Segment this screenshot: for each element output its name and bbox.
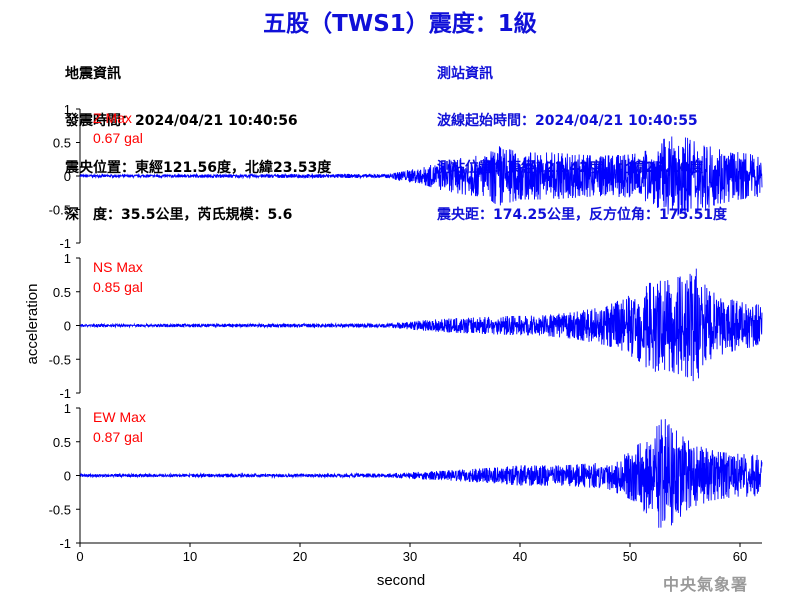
y-tick-label-ns: -1 xyxy=(59,386,71,401)
x-tick-label: 20 xyxy=(293,549,307,564)
y-tick-label-z: 0 xyxy=(64,169,71,184)
distance-azimuth: 震央距：174.25公里，反方位角：175.51度 xyxy=(437,206,728,223)
y-tick-label-z: -0.5 xyxy=(49,203,71,218)
x-tick-label: 10 xyxy=(183,549,197,564)
peak-label-z: Z Max xyxy=(93,110,132,126)
waveform-z xyxy=(79,136,763,216)
x-tick-label: 50 xyxy=(623,549,637,564)
x-axis-label: second xyxy=(377,572,425,589)
y-tick-label-ns: 0.5 xyxy=(53,285,71,300)
wave-start-time: 波線起始時間：2024/04/21 10:40:55 xyxy=(437,112,698,129)
y-tick-label-z: 1 xyxy=(64,102,71,117)
chart-title: 五股（TWS1）震度：1級 xyxy=(263,11,537,37)
peak-value-ew: 0.87 gal xyxy=(93,429,143,445)
peak-label-ew: EW Max xyxy=(93,409,146,425)
y-tick-label-ew: 0.5 xyxy=(53,435,71,450)
y-tick-label-z: 0.5 xyxy=(53,136,71,151)
origin-time: 發震時間：2024/04/21 10:40:56 xyxy=(65,112,298,129)
y-tick-label-ew: 1 xyxy=(64,401,71,416)
y-tick-label-ns: 1 xyxy=(64,251,71,266)
y-tick-label-z: -1 xyxy=(59,236,71,251)
agency-watermark: 中央氣象署 xyxy=(662,575,748,594)
waveform-ew xyxy=(79,419,763,528)
peak-value-z: 0.67 gal xyxy=(93,130,143,146)
peak-value-ns: 0.85 gal xyxy=(93,279,143,295)
x-tick-label: 60 xyxy=(733,549,747,564)
y-tick-label-ew: -1 xyxy=(59,536,71,551)
y-tick-label-ew: 0 xyxy=(64,469,71,484)
y-axis-label: acceleration xyxy=(24,284,41,365)
epicenter-location: 震央位置：東經121.56度，北緯23.53度 xyxy=(65,159,332,176)
x-tick-label: 0 xyxy=(76,549,83,564)
y-tick-label-ns: -0.5 xyxy=(49,352,71,367)
y-tick-label-ns: 0 xyxy=(64,319,71,334)
quake-info-block: 地震資訊 發震時間：2024/04/21 10:40:56 震央位置：東經121… xyxy=(65,36,331,239)
peak-label-ns: NS Max xyxy=(93,259,143,275)
x-tick-label: 30 xyxy=(403,549,417,564)
quake-info-heading: 地震資訊 xyxy=(65,66,121,83)
waveform-ns xyxy=(79,268,763,382)
y-tick-label-ew: -0.5 xyxy=(49,502,71,517)
x-tick-label: 40 xyxy=(513,549,527,564)
station-info-heading: 測站資訊 xyxy=(437,66,493,83)
depth-magnitude: 深 度：35.5公里，芮氏規模：5.6 xyxy=(65,206,293,223)
